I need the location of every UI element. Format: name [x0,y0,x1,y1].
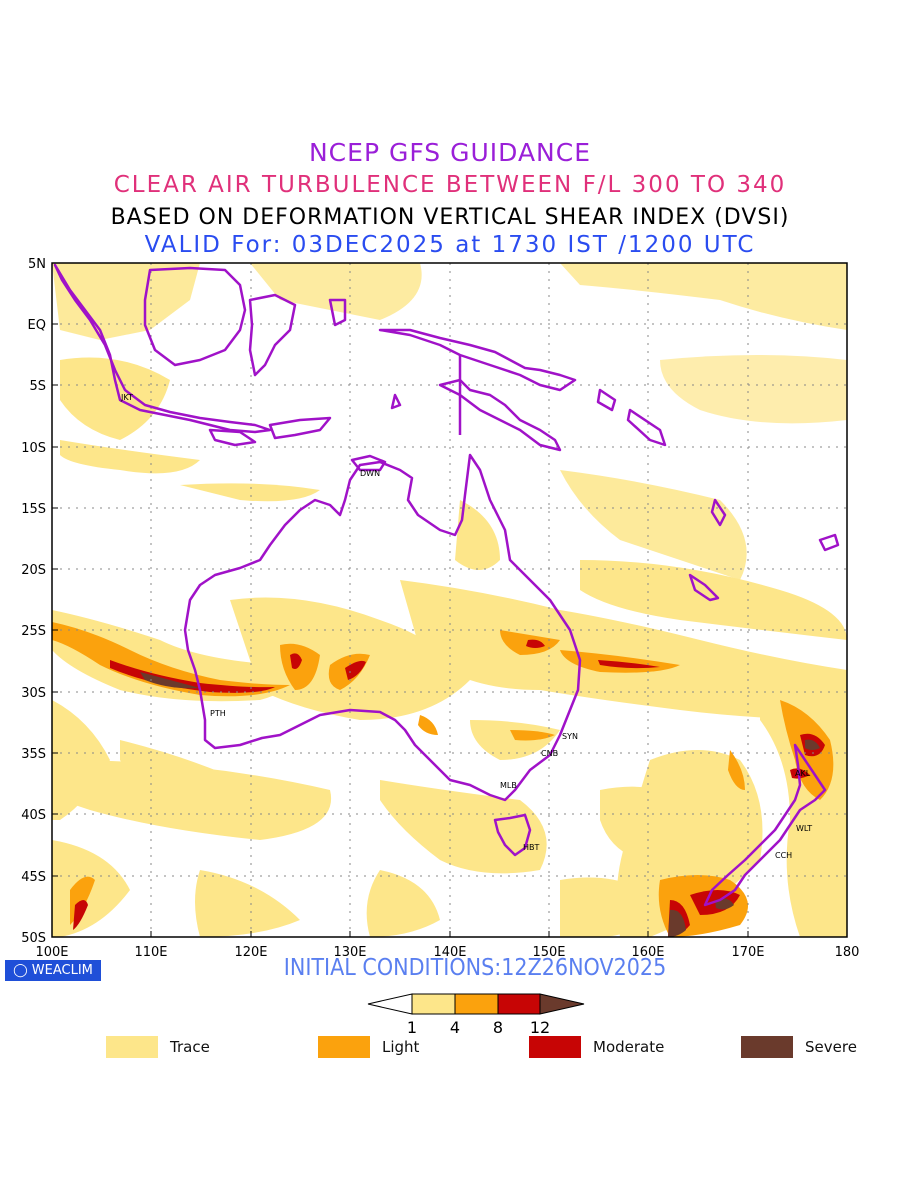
lon-label: 120E [234,945,267,960]
legend-severe: Severe [741,1036,857,1058]
lon-label: 170E [731,945,764,960]
legend-label: Moderate [593,1038,665,1056]
station-label: CCH [775,851,792,860]
legend-swatch [529,1036,581,1058]
graticule [52,263,847,937]
legend-label: Light [382,1038,420,1056]
turbulence-map: 5N EQ 5S 10S 15S 20S 25S 30S 35S 40S 45S… [0,250,900,970]
lat-label: EQ [28,318,46,333]
title-line-2: CLEAR AIR TURBULENCE BETWEEN F/L 300 TO … [113,172,787,198]
lat-label: 50S [21,931,46,946]
lon-label: 140E [433,945,466,960]
lon-label: 110E [134,945,167,960]
station-label: MLB [500,781,517,790]
scale-light [454,993,499,1015]
station-label: WLT [796,824,812,833]
scale-tick: 1 [407,1018,417,1037]
valid-time: VALID For: 03DEC2025 at 1730 IST /1200 U… [144,232,756,258]
lat-label: 5S [29,379,46,394]
weaclim-logo: ◯ WEACLIM [5,960,101,981]
lat-label: 45S [21,870,46,885]
coastlines [53,263,840,907]
title-line-3: BASED ON DEFORMATION VERTICAL SHEAR INDE… [110,205,790,230]
lon-label: 180 [835,945,860,960]
copyright-icon: ◯ [13,963,32,978]
station-label: AKL [795,769,811,778]
station-label: PTH [210,709,226,718]
station-label: DWN [360,469,380,478]
scale-trace [411,993,456,1015]
title-line-1: NCEP GFS GUIDANCE [308,138,591,167]
scale-arrow-low [367,993,413,1015]
station-label: HBT [523,843,540,852]
scale-arrow-high [539,993,585,1015]
lon-label: 100E [35,945,68,960]
station-label: JKT [120,393,133,402]
brand-label: WEACLIM [31,963,93,978]
legend-swatch [318,1036,370,1058]
lon-label: 150E [532,945,565,960]
scale-moderate [497,993,541,1015]
lat-label: 15S [21,502,46,517]
legend-moderate: Moderate [529,1036,664,1058]
legend-label: Trace [170,1038,210,1056]
lat-label: 25S [21,624,46,639]
station-label: SYN [562,732,578,741]
initial-conditions: INITIAL CONDITIONS:12Z26NOV2025 [283,955,667,981]
color-scale: 1 4 8 12 [360,988,590,1038]
lon-label: 130E [333,945,366,960]
lat-label: 10S [21,441,46,456]
lat-label: 35S [21,747,46,762]
legend-swatch [106,1036,158,1058]
legend-light: Light [318,1036,419,1058]
lat-label: 5N [28,257,46,272]
legend-trace: Trace [106,1036,210,1058]
lat-label: 40S [21,808,46,823]
legend-swatch [741,1036,793,1058]
scale-tick: 8 [493,1018,503,1037]
legend-label: Severe [805,1038,857,1056]
lon-label: 160E [631,945,664,960]
lat-label: 30S [21,686,46,701]
lat-label: 20S [21,563,46,578]
scale-tick: 12 [530,1018,550,1037]
station-label: CNB [541,749,558,758]
scale-tick: 4 [450,1018,460,1037]
